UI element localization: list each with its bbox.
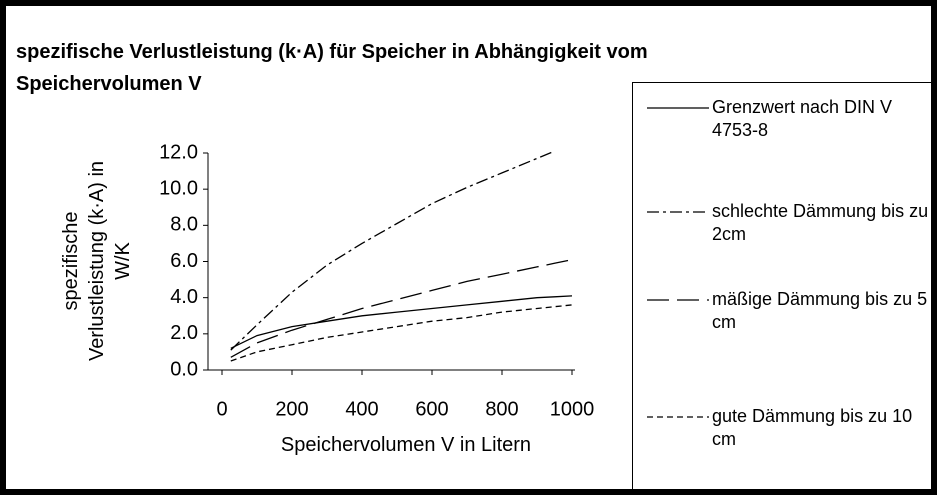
x-tick-label: 600: [415, 398, 448, 420]
y-tick-label: 4.0: [170, 286, 198, 308]
x-tick-label: 800: [485, 398, 518, 420]
legend-samples: [647, 107, 709, 418]
chart-title: spezifische Verlustleistung (k·A) für Sp…: [16, 41, 648, 95]
y-tick-label: 12.0: [159, 141, 198, 163]
legend-label: gute Dämmung bis zu 10 cm: [712, 406, 913, 449]
legend-label: schlechte Dämmung bis zu 2cm: [712, 201, 929, 244]
x-tick-label: 0: [216, 398, 227, 420]
y-tick-label: 0.0: [170, 358, 198, 380]
series-line: [230, 259, 573, 358]
x-axis-label: Speichervolumen V in Litern: [280, 434, 532, 456]
legend-label: Grenzwert nach DIN V 4753-8: [712, 97, 893, 140]
y-tick-label: 2.0: [170, 322, 198, 344]
legend-label: mäßige Dämmung bis zu 5 cm: [712, 289, 928, 332]
series-line: [230, 150, 555, 351]
legend: Grenzwert nach DIN V 4753-8 schlechte Däm…: [632, 82, 931, 489]
x-tick-label: 1000: [550, 398, 595, 420]
series-line: [230, 295, 573, 349]
y-tick-label: 6.0: [170, 250, 198, 272]
y-tick-label: 8.0: [170, 214, 198, 236]
x-tick-label: 400: [345, 398, 378, 420]
series-line: [230, 304, 573, 362]
y-tick-label: 10.0: [159, 177, 198, 199]
x-tick-label: 200: [275, 398, 308, 420]
